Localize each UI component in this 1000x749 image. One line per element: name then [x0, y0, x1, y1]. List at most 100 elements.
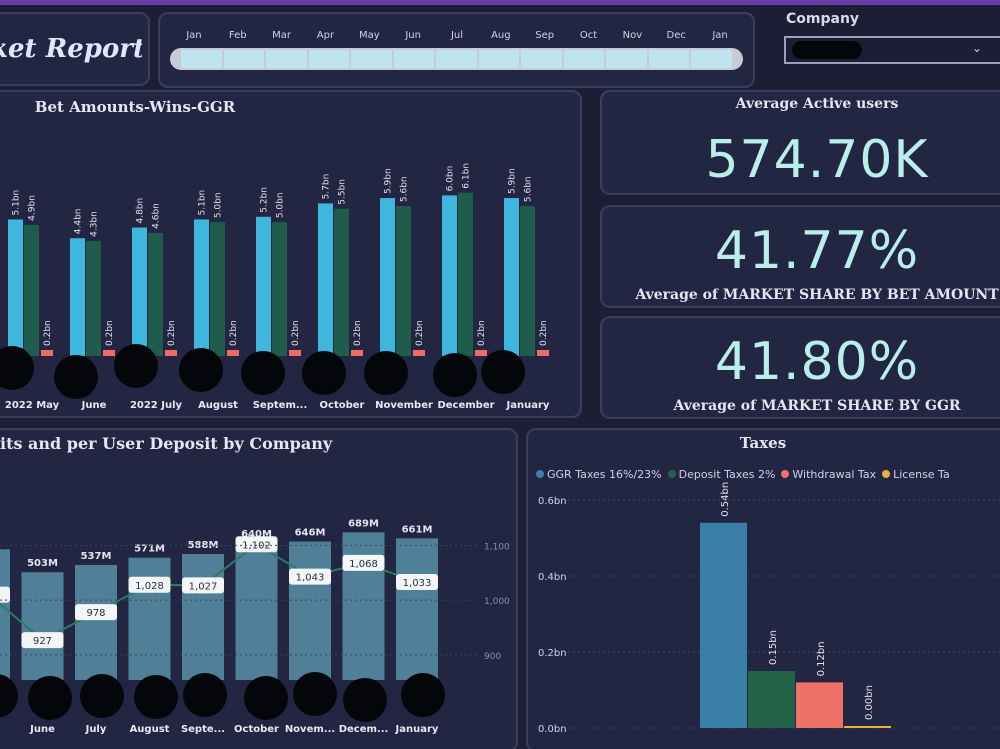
- month-label[interactable]: Jul: [450, 30, 464, 41]
- redaction-mark: [302, 351, 346, 395]
- deposits-chart-category-label: June: [29, 724, 55, 735]
- deposits-chart-category-label: August: [130, 724, 170, 735]
- taxes-legend-item[interactable]: Withdrawal Tax: [781, 468, 876, 481]
- taxes-legend-label: Deposit Taxes 2%: [678, 468, 776, 481]
- month-label[interactable]: Nov: [622, 30, 643, 41]
- redaction-mark: [183, 673, 227, 717]
- bet-chart-data-label: 0.2bn: [167, 320, 177, 346]
- deposits-chart-category-label: Septe...: [181, 724, 225, 735]
- deposits-chart-line-label-box: [235, 536, 278, 553]
- bet-chart-data-label: 5.0bn: [276, 192, 286, 218]
- deposits-chart-line-label-box: [128, 576, 171, 593]
- company-dropdown[interactable]: ⌄: [784, 36, 1000, 64]
- kpi-market-share-ggr-label: Average of MARKET SHARE BY GGR: [673, 398, 961, 414]
- deposits-chart-category-label: July: [85, 724, 107, 735]
- deposits-chart-bar: [342, 532, 385, 680]
- redaction-mark: [54, 355, 98, 399]
- bet-chart-data-label: 0.2bn: [415, 320, 425, 346]
- deposits-chart-line-label-box: [182, 577, 224, 594]
- redaction-mark: [364, 351, 408, 395]
- month-slider-track[interactable]: [170, 48, 743, 70]
- deposits-chart-bar: [235, 542, 278, 680]
- bet-chart-bar-ggr: [41, 350, 53, 356]
- month-slider-segment[interactable]: [563, 50, 605, 68]
- month-label[interactable]: Mar: [272, 30, 292, 41]
- taxes-legend-item[interactable]: Deposit Taxes 2%: [667, 468, 776, 481]
- month-slider-segment[interactable]: [181, 50, 222, 68]
- month-range-slicer[interactable]: Jan Feb Mar Apr May Jun Jul Aug Sep Oct Nov Dec Jan: [158, 12, 755, 88]
- month-label[interactable]: May: [358, 30, 380, 41]
- month-label[interactable]: Jan: [712, 30, 728, 41]
- taxes-chart-title: Taxes: [739, 434, 787, 452]
- deposits-chart-secondary-tick: 900: [484, 652, 501, 662]
- bet-chart-data-label: 0.2bn: [353, 320, 363, 346]
- taxes-chart-bar: [796, 682, 843, 728]
- deposits-chart-category-label: Novem...: [285, 724, 335, 735]
- redaction-mark: [244, 676, 288, 720]
- month-slider-segment[interactable]: [223, 50, 265, 68]
- month-label[interactable]: Aug: [491, 30, 511, 41]
- deposits-chart-line-label-box: [289, 568, 331, 585]
- deposits-chart-title: its and per User Deposit by Company: [0, 434, 333, 453]
- bet-chart-category-label: August: [198, 400, 238, 411]
- deposits-chart-line-label-box: [0, 586, 10, 603]
- kpi-market-share-ggr-card: 41.80% Average of MARKET SHARE BY GGR: [600, 316, 1000, 419]
- month-slider-segment[interactable]: [436, 50, 477, 68]
- legend-dot-icon: [667, 470, 676, 478]
- kpi-active-users-label: Average Active users: [735, 96, 899, 112]
- legend-dot-icon: [536, 470, 544, 478]
- month-slider-segment[interactable]: [648, 50, 690, 68]
- taxes-legend-item[interactable]: License Ta: [882, 468, 950, 481]
- bet-chart-data-label: 4.9bn: [28, 195, 38, 221]
- bet-chart-data-label: 5.2bn: [260, 187, 270, 213]
- month-slider-segment[interactable]: [266, 50, 307, 68]
- month-slider-segment[interactable]: [478, 50, 520, 68]
- kpi-market-share-bet-value: 41.77%: [714, 221, 920, 281]
- month-label[interactable]: Jan: [186, 30, 202, 41]
- redaction-mark: [433, 353, 477, 397]
- month-label[interactable]: Feb: [228, 30, 247, 41]
- taxes-legend-label: GGR Taxes 16%/23%: [547, 468, 662, 481]
- month-slider-segment[interactable]: [521, 50, 562, 68]
- bet-chart-bar-bet-amount: [132, 227, 147, 356]
- month-label[interactable]: Apr: [316, 30, 335, 41]
- kpi-market-share-ggr-value: 41.80%: [714, 332, 920, 392]
- taxes-legend: GGR Taxes 16%/23% Deposit Taxes 2% Withdra…: [536, 468, 1000, 484]
- chevron-down-icon[interactable]: ⌄: [971, 41, 982, 55]
- deposits-chart-bar: [289, 541, 331, 680]
- bet-chart-bar-ggr: [227, 350, 239, 356]
- company-redacted-value: [792, 41, 862, 59]
- deposits-chart-bar-label: 571M: [134, 544, 165, 555]
- month-label[interactable]: Dec: [666, 30, 686, 41]
- month-slider-segment[interactable]: [308, 50, 350, 68]
- bet-chart-category-label: November: [375, 400, 433, 411]
- month-slider-segment[interactable]: [393, 50, 435, 68]
- redaction-mark: [28, 676, 72, 720]
- bet-chart-category-label: June: [81, 400, 107, 411]
- deposits-chart-line-label: 1,027: [189, 581, 218, 592]
- kpi-active-users-card: Average Active users 574.70K: [600, 90, 1000, 195]
- month-label[interactable]: Jun: [405, 30, 421, 41]
- bet-chart-data-label: 0.2bn: [43, 320, 53, 346]
- month-slider-segment[interactable]: [351, 50, 392, 68]
- redaction-mark: [401, 673, 445, 717]
- bet-chart-data-label: 6.0bn: [446, 166, 456, 192]
- taxes-legend-item[interactable]: GGR Taxes 16%/23%: [536, 468, 662, 481]
- deposits-chart-line-label-box: [21, 632, 64, 649]
- month-slider-segment[interactable]: [606, 50, 647, 68]
- deposits-chart-category-label: October: [234, 724, 279, 735]
- bet-chart-data-label: 5.5bn: [338, 179, 348, 205]
- month-label[interactable]: Sep: [535, 30, 555, 41]
- month-label[interactable]: Oct: [579, 30, 598, 41]
- deposits-chart-svg: 1M503MJune537MJuly571MAugust588MSepte...…: [0, 518, 510, 735]
- bet-chart-data-label: 4.4bn: [74, 208, 84, 234]
- bet-chart-category-label: 2022 May: [5, 400, 60, 411]
- bet-chart-title: Bet Amounts-Wins-GGR: [34, 98, 236, 116]
- deposits-chart-category-label: January: [395, 724, 439, 735]
- kpi-market-share-bet-label: Average of MARKET SHARE BY BET AMOUNT: [635, 287, 999, 303]
- redaction-mark: [134, 675, 178, 719]
- bet-chart-bar-ggr: [289, 350, 301, 356]
- month-slider-segment[interactable]: [691, 50, 732, 68]
- bet-chart-bar-wins: [86, 240, 101, 356]
- bet-chart-category-label: 2022 July: [130, 400, 183, 411]
